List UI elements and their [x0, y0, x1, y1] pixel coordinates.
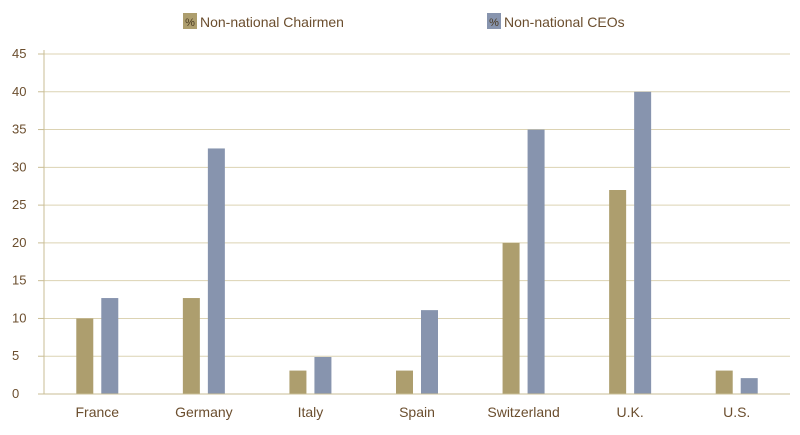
legend-item: % Non-national CEOs — [487, 13, 625, 30]
x-tick-label: U.K. — [617, 404, 644, 420]
legend-label: Non-national Chairmen — [200, 14, 344, 30]
bar-chairmen — [76, 318, 94, 394]
y-tick-label: 35 — [12, 122, 26, 137]
x-tick-label: Spain — [399, 404, 435, 420]
axes: 0 5 10 15 20 25 30 35 40 45 France Germany Italy Spai… — [12, 46, 790, 420]
y-tick-label: 25 — [12, 197, 26, 212]
legend-swatch — [183, 13, 197, 29]
bar-chairmen — [182, 298, 200, 394]
bar-ceos — [314, 356, 332, 394]
bar-ceos — [101, 298, 119, 394]
legend: % Non-national Chairmen% Non-national CEOs — [183, 13, 625, 30]
y-tick-label: 20 — [12, 235, 26, 250]
bar-chairmen — [289, 370, 307, 394]
y-tick-label: 30 — [12, 159, 26, 174]
legend-percent-glyph: % — [185, 17, 195, 29]
y-tick-label: 45 — [12, 46, 26, 61]
bars — [76, 91, 758, 395]
bar-chairmen — [502, 242, 520, 394]
category-group — [502, 129, 545, 395]
category-group — [289, 356, 332, 394]
y-tick-label: 15 — [12, 273, 26, 288]
y-tick-label: 5 — [12, 348, 19, 363]
x-tick-label: Switzerland — [487, 404, 559, 420]
legend-percent-glyph: % — [489, 17, 499, 29]
y-tick-label: 40 — [12, 84, 26, 99]
bar-chairmen — [609, 190, 627, 394]
x-tick-label: Germany — [175, 404, 233, 420]
legend-item: % Non-national Chairmen — [183, 13, 344, 30]
bar-ceos — [421, 310, 438, 394]
category-group — [609, 91, 652, 395]
gridlines — [44, 53, 790, 357]
legend-swatch — [487, 13, 501, 29]
category-group — [715, 370, 758, 394]
bar-ceos — [527, 129, 545, 395]
category-group — [182, 148, 225, 394]
x-tick-label: U.S. — [723, 404, 750, 420]
legend-label: Non-national CEOs — [504, 14, 625, 30]
x-tick-label: France — [75, 404, 119, 420]
y-tick-label: 0 — [12, 386, 19, 401]
bar-ceos — [207, 148, 225, 394]
bar-ceos — [740, 378, 758, 394]
bar-chairmen — [715, 370, 733, 394]
bar-chairmen — [396, 370, 413, 394]
x-tick-label: Italy — [298, 404, 324, 420]
category-group — [76, 298, 119, 394]
y-tick-label: 10 — [12, 310, 26, 325]
category-group — [396, 310, 438, 394]
bar-ceos — [634, 91, 652, 395]
